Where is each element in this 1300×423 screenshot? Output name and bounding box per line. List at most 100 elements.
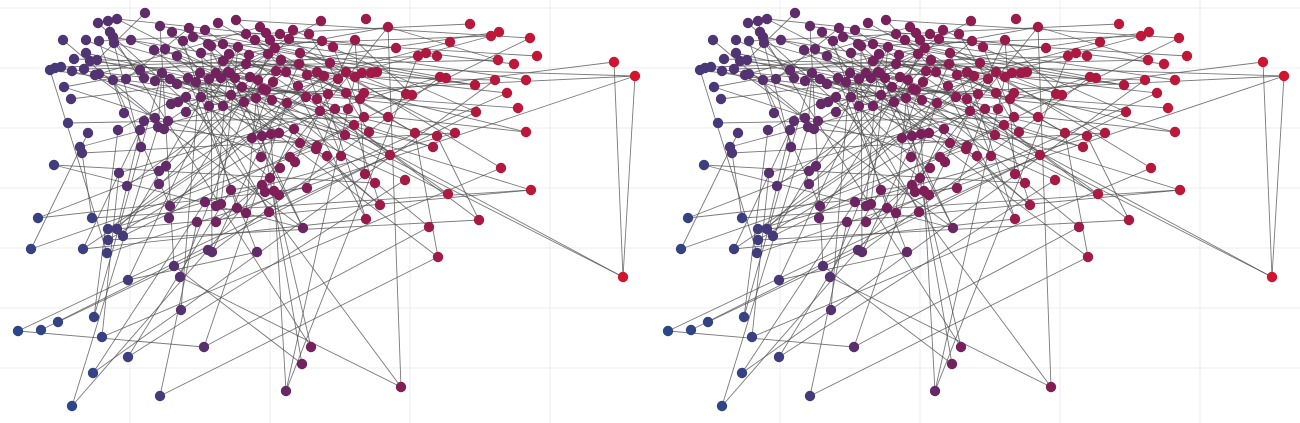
node: [901, 246, 913, 258]
edge: [703, 164, 954, 229]
node: [199, 24, 211, 36]
edge: [680, 148, 967, 250]
node: [799, 75, 811, 87]
edge: [158, 75, 325, 185]
edge: [1004, 39, 1016, 175]
edge: [67, 116, 389, 124]
edge: [861, 76, 1091, 253]
node: [171, 50, 183, 62]
edge: [49, 69, 108, 254]
node: [767, 230, 779, 242]
node: [217, 38, 229, 50]
node: [164, 73, 176, 85]
node: [743, 35, 755, 47]
node: [427, 141, 439, 153]
node: [80, 34, 92, 46]
node: [111, 223, 123, 235]
node: [187, 31, 199, 43]
edge: [1004, 39, 1063, 96]
edge: [713, 86, 946, 163]
node: [830, 106, 842, 118]
edge: [171, 31, 381, 206]
node: [316, 35, 328, 47]
node: [1092, 188, 1104, 200]
node: [814, 200, 826, 212]
node: [1142, 54, 1154, 66]
edge: [741, 309, 832, 374]
node: [280, 385, 292, 397]
node: [369, 177, 381, 189]
node: [971, 150, 983, 162]
node: [915, 128, 927, 140]
node: [44, 64, 56, 76]
node: [761, 13, 773, 25]
edge: [934, 76, 1006, 392]
node: [752, 15, 764, 27]
node: [1120, 106, 1132, 118]
node: [257, 83, 269, 95]
node: [798, 44, 810, 56]
node: [160, 160, 172, 172]
edge: [1037, 26, 1052, 388]
edge: [298, 63, 363, 74]
node: [264, 172, 276, 184]
edge: [789, 69, 1181, 191]
node: [736, 367, 748, 379]
node: [382, 111, 394, 123]
node: [751, 247, 763, 259]
node: [287, 24, 299, 36]
node: [905, 151, 917, 163]
node: [206, 246, 218, 258]
node: [802, 121, 814, 133]
node: [102, 234, 114, 246]
node: [489, 74, 501, 86]
node: [913, 206, 925, 218]
node: [524, 32, 536, 44]
node: [917, 76, 929, 88]
node: [113, 167, 125, 179]
node: [168, 260, 180, 272]
node: [1070, 47, 1082, 59]
edge: [376, 71, 476, 86]
node: [288, 123, 300, 135]
node: [837, 31, 849, 43]
node: [1081, 50, 1093, 62]
node: [853, 73, 865, 85]
node: [906, 130, 918, 142]
node: [442, 188, 454, 200]
node: [914, 34, 926, 46]
node: [989, 129, 1001, 141]
node: [1266, 271, 1278, 283]
node: [57, 34, 69, 46]
node: [702, 316, 714, 328]
node: [431, 130, 443, 142]
edge: [414, 132, 439, 258]
edge: [387, 116, 527, 133]
node: [1008, 87, 1020, 99]
edge: [180, 79, 496, 311]
node: [771, 180, 783, 192]
edge: [159, 25, 175, 267]
edge: [235, 19, 531, 39]
edge: [703, 164, 1026, 184]
node: [785, 141, 797, 153]
node: [682, 212, 694, 224]
node: [754, 26, 766, 38]
node: [1145, 162, 1157, 174]
node: [849, 24, 861, 36]
node: [856, 246, 868, 258]
node: [990, 66, 1002, 78]
node: [804, 20, 816, 32]
edge: [622, 75, 636, 278]
node: [848, 341, 860, 353]
node: [342, 103, 354, 115]
node: [893, 49, 905, 61]
node: [255, 151, 267, 163]
edge: [40, 111, 477, 331]
node: [390, 42, 402, 54]
node: [520, 126, 532, 138]
node: [485, 30, 497, 42]
node: [449, 127, 461, 139]
node: [224, 67, 236, 79]
node: [112, 124, 124, 136]
